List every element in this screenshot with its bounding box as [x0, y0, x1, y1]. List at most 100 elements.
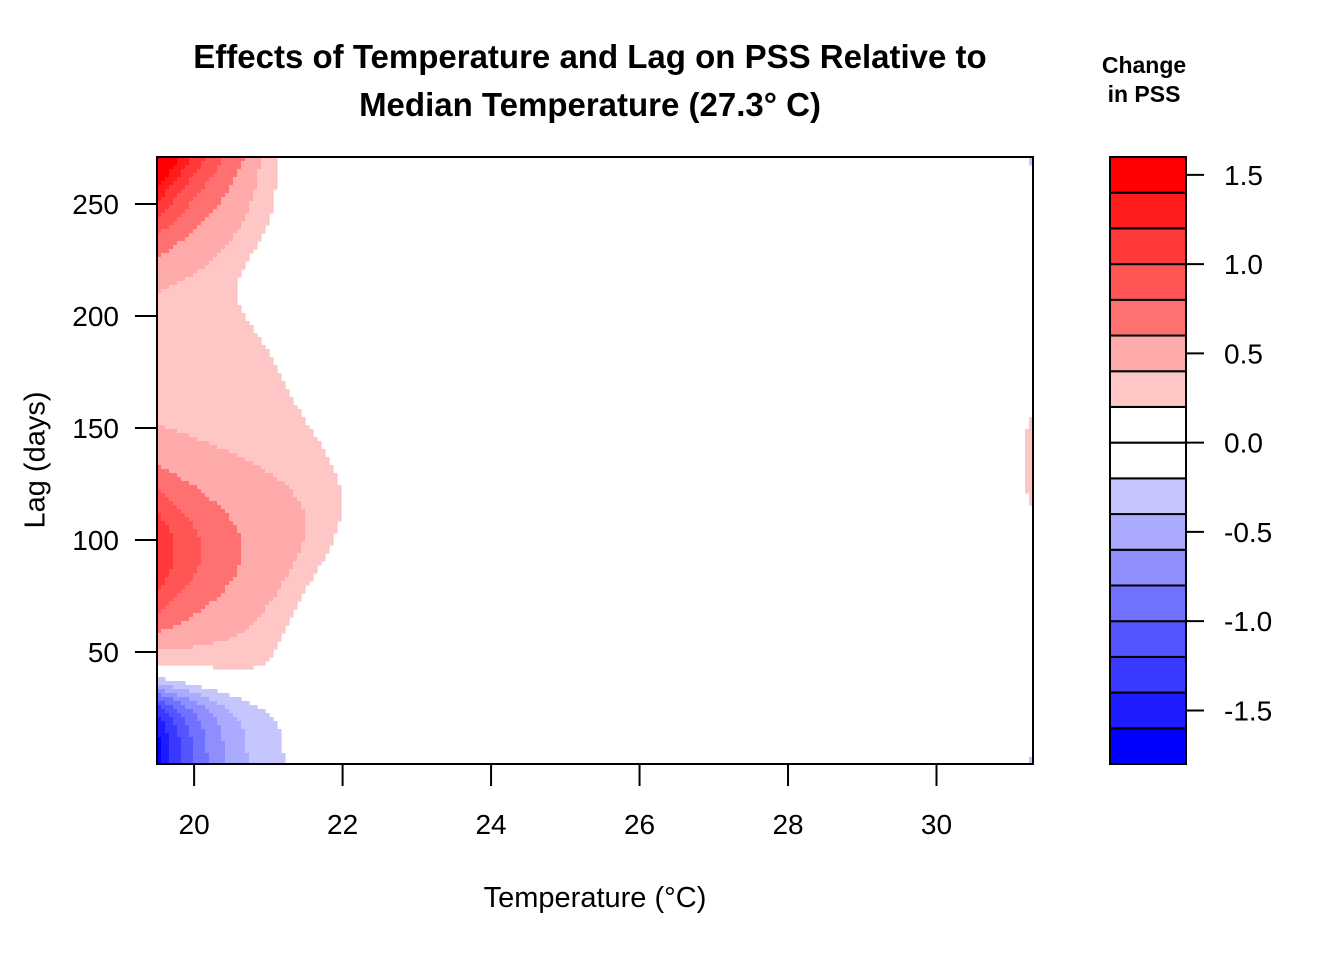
contour-cell	[253, 445, 258, 450]
contour-cell	[189, 441, 194, 446]
contour-cell	[169, 617, 174, 622]
contour-cell	[205, 481, 210, 486]
contour-cell	[269, 161, 274, 166]
contour-cell	[265, 585, 270, 590]
contour-cell	[285, 561, 290, 566]
contour-cell	[169, 597, 174, 602]
contour-cell	[189, 401, 194, 406]
contour-cell	[285, 493, 290, 498]
contour-cell	[193, 517, 198, 522]
contour-cell	[157, 225, 162, 230]
contour-cell	[225, 389, 230, 394]
contour-cell	[285, 589, 290, 594]
contour-cell	[329, 525, 334, 530]
contour-cell	[193, 417, 198, 422]
contour-cell	[265, 565, 270, 570]
contour-cell	[237, 665, 242, 670]
contour-cell	[201, 709, 206, 714]
contour-cell	[181, 569, 186, 574]
contour-cell	[245, 749, 250, 754]
contour-cell	[165, 681, 170, 686]
contour-cell	[229, 185, 234, 190]
contour-cell	[213, 373, 218, 378]
contour-cell	[261, 169, 266, 174]
contour-cell	[193, 461, 198, 466]
contour-cell	[157, 165, 162, 170]
contour-cell	[161, 625, 166, 630]
contour-cell	[273, 597, 278, 602]
contour-cell	[213, 317, 218, 322]
contour-cell	[189, 285, 194, 290]
contour-cell	[197, 717, 202, 722]
contour-cell	[309, 557, 314, 562]
contour-cell	[281, 497, 286, 502]
contour-cell	[281, 429, 286, 434]
contour-cell	[249, 537, 254, 542]
contour-cell	[249, 629, 254, 634]
contour-cell	[225, 449, 230, 454]
contour-cell	[301, 453, 306, 458]
contour-cell	[177, 597, 182, 602]
contour-cell	[269, 529, 274, 534]
contour-cell	[229, 385, 234, 390]
contour-cell	[309, 549, 314, 554]
contour-cell	[281, 505, 286, 510]
contour-cell	[189, 429, 194, 434]
contour-cell	[161, 593, 166, 598]
contour-cell	[265, 161, 270, 166]
contour-cell	[225, 225, 230, 230]
contour-cell	[161, 353, 166, 358]
contour-cell	[169, 429, 174, 434]
contour-cell	[201, 401, 206, 406]
contour-cell	[185, 505, 190, 510]
contour-cell	[245, 453, 250, 458]
contour-cell	[173, 201, 178, 206]
contour-cell	[217, 177, 222, 182]
contour-cell	[281, 581, 286, 586]
contour-cell	[157, 413, 162, 418]
contour-cell	[241, 757, 246, 762]
contour-cell	[245, 369, 250, 374]
contour-cell	[325, 489, 330, 494]
contour-cell	[165, 565, 170, 570]
contour-cell	[257, 649, 262, 654]
contour-cell	[237, 257, 242, 262]
contour-cell	[193, 217, 198, 222]
contour-cell	[321, 469, 326, 474]
contour-cell	[189, 449, 194, 454]
contour-cell	[277, 621, 282, 626]
contour-cell	[237, 501, 242, 506]
contour-cell	[245, 257, 250, 262]
contour-cell	[193, 465, 198, 470]
contour-cell	[197, 337, 202, 342]
contour-cell	[333, 517, 338, 522]
contour-cell	[229, 393, 234, 398]
contour-cell	[185, 581, 190, 586]
contour-cell	[181, 365, 186, 370]
contour-cell	[197, 237, 202, 242]
contour-cell	[225, 189, 230, 194]
contour-cell	[161, 721, 166, 726]
contour-cell	[165, 633, 170, 638]
contour-cell	[253, 369, 258, 374]
contour-cell	[309, 545, 314, 550]
contour-cell	[161, 449, 166, 454]
contour-cell	[285, 593, 290, 598]
contour-cell	[157, 633, 162, 638]
contour-cell	[301, 573, 306, 578]
contour-cell	[197, 605, 202, 610]
contour-cell	[189, 641, 194, 646]
contour-cell	[321, 485, 326, 490]
contour-cell	[165, 577, 170, 582]
contour-cell	[161, 293, 166, 298]
contour-cell	[225, 437, 230, 442]
contour-cell	[221, 429, 226, 434]
contour-cell	[177, 373, 182, 378]
contour-cell	[181, 437, 186, 442]
contour-cell	[285, 501, 290, 506]
contour-cell	[261, 225, 266, 230]
contour-cell	[205, 165, 210, 170]
contour-cell	[269, 369, 274, 374]
contour-cell	[221, 569, 226, 574]
contour-cell	[161, 557, 166, 562]
